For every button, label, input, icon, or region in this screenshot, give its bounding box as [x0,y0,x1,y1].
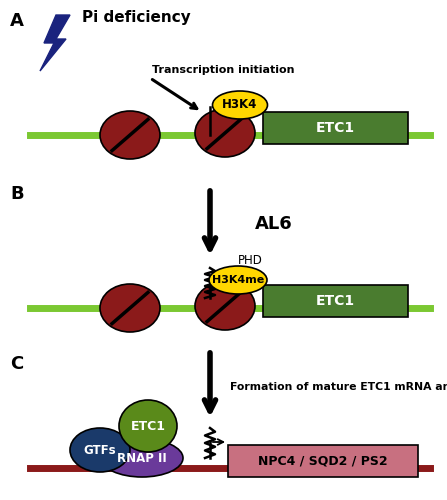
Ellipse shape [195,282,255,330]
Text: NPC4 / SQD2 / PS2: NPC4 / SQD2 / PS2 [258,454,388,468]
FancyBboxPatch shape [263,112,408,144]
Ellipse shape [195,109,255,157]
Text: B: B [10,185,24,203]
Text: C: C [10,355,23,373]
Text: H3K4me: H3K4me [212,275,264,285]
Text: ETC1: ETC1 [316,294,355,308]
Text: RNAP II: RNAP II [117,452,167,464]
Ellipse shape [70,428,130,472]
Text: A: A [10,12,24,30]
Text: AL6: AL6 [255,215,293,233]
Text: Pi deficiency: Pi deficiency [82,10,191,25]
Text: ETC1: ETC1 [316,121,355,135]
Ellipse shape [209,266,267,294]
Text: ETC1: ETC1 [131,420,165,432]
FancyBboxPatch shape [263,285,408,317]
Text: PHD: PHD [237,254,262,266]
Text: Transcription initiation: Transcription initiation [152,65,295,75]
Ellipse shape [101,439,183,477]
Text: H3K4: H3K4 [222,98,257,112]
Ellipse shape [100,111,160,159]
FancyBboxPatch shape [228,445,418,477]
Text: GTFs: GTFs [84,444,116,456]
Text: Formation of mature ETC1 mRNA and protein: Formation of mature ETC1 mRNA and protei… [230,382,447,392]
Ellipse shape [212,91,267,119]
Ellipse shape [100,284,160,332]
Ellipse shape [119,400,177,452]
Polygon shape [40,15,70,71]
